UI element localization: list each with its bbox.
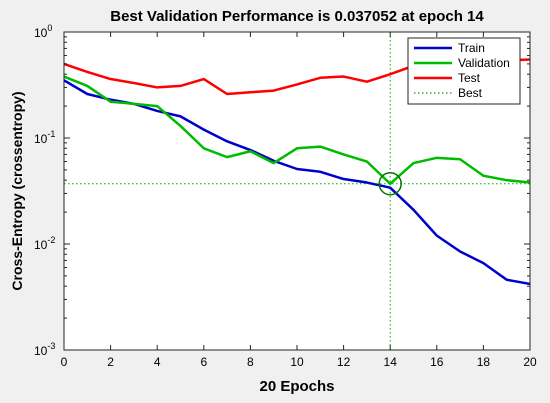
x-tick-label: 14 — [384, 355, 398, 369]
x-tick-label: 18 — [477, 355, 491, 369]
series-line-train — [63, 79, 531, 286]
series-line-validation — [63, 75, 531, 186]
x-tick-label: 10 — [290, 355, 304, 369]
legend-label-train: Train — [458, 41, 485, 55]
x-tick-label: 8 — [247, 355, 254, 369]
x-axis-label: 20 Epochs — [259, 378, 334, 395]
chart-title: Best Validation Performance is 0.037052 … — [110, 8, 484, 25]
legend-label-best: Best — [458, 86, 483, 100]
best-point-marker — [378, 171, 402, 196]
y-tick-label: 100 — [34, 23, 52, 40]
x-tick-label: 6 — [200, 355, 207, 369]
x-tick-label: 4 — [154, 355, 161, 369]
y-tick-label: 10-1 — [34, 129, 55, 146]
x-tick-label: 20 — [523, 355, 537, 369]
y-axis-label: Cross-Entropy (crossentropy) — [9, 91, 25, 290]
x-tick-label: 12 — [337, 355, 351, 369]
y-tick-label: 10-2 — [34, 235, 55, 252]
best-reference-lines — [64, 32, 530, 350]
x-tick-label: 2 — [107, 355, 114, 369]
y-tick-label: 10-3 — [34, 341, 55, 358]
x-tick-label: 16 — [430, 355, 444, 369]
legend-label-test: Test — [458, 71, 481, 85]
legend-label-validation: Validation — [458, 56, 510, 70]
axes: 0 2 4 6 8 10 12 14 16 18 20 100 10-1 10-2 10-3 — [34, 23, 537, 369]
x-tick-label: 0 — [61, 355, 68, 369]
